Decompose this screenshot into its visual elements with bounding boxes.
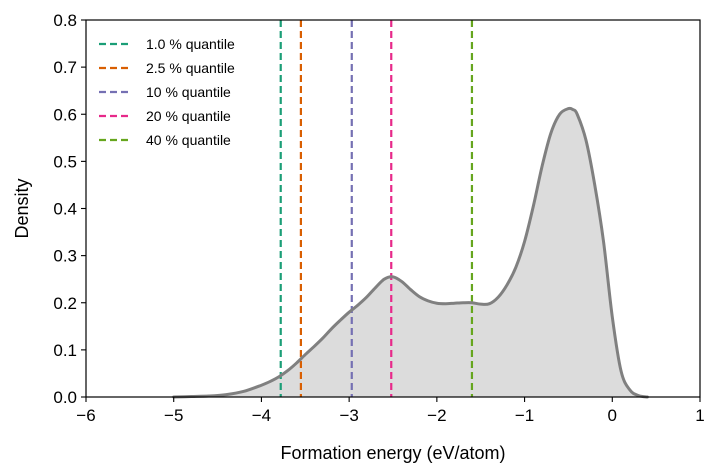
x-tick-label: 1 — [695, 406, 704, 425]
y-tick-label: 0.7 — [53, 58, 77, 77]
y-axis-title: Density — [12, 178, 32, 238]
y-tick-label: 0.2 — [53, 294, 77, 313]
x-tick-label: −3 — [339, 406, 358, 425]
x-tick-label: −4 — [252, 406, 271, 425]
plot-area — [85, 19, 701, 399]
y-tick-label: 0.8 — [53, 11, 77, 30]
x-axis-ticks: −6 −5 −4 −3 −2 −1 0 1 — [76, 397, 705, 425]
y-tick-label: 0.4 — [53, 200, 77, 219]
x-tick-label: −1 — [515, 406, 534, 425]
legend-label-1: 1.0 % quantile — [146, 36, 235, 52]
y-tick-label: 0.3 — [53, 247, 77, 266]
y-tick-label: 0.0 — [53, 388, 77, 407]
legend-label-3: 10 % quantile — [146, 84, 231, 100]
x-tick-label: −2 — [427, 406, 446, 425]
x-axis-title: Formation energy (eV/atom) — [280, 443, 505, 463]
legend-label-2: 2.5 % quantile — [146, 60, 235, 76]
y-axis-ticks: 0.0 0.1 0.2 0.3 0.4 0.5 0.6 0.7 0.8 — [53, 11, 86, 407]
density-area-fill — [173, 108, 648, 397]
y-tick-label: 0.6 — [53, 105, 77, 124]
density-curve — [172, 106, 649, 399]
legend-label-4: 20 % quantile — [146, 108, 231, 124]
x-tick-label: 0 — [608, 406, 617, 425]
y-tick-label: 0.1 — [53, 341, 77, 360]
y-tick-label: 0.5 — [53, 152, 77, 171]
legend-label-5: 40 % quantile — [146, 132, 231, 148]
x-tick-label: −5 — [164, 406, 183, 425]
legend: 1.0 % quantile 2.5 % quantile 10 % quantil… — [99, 36, 235, 148]
x-tick-label: −6 — [76, 406, 95, 425]
